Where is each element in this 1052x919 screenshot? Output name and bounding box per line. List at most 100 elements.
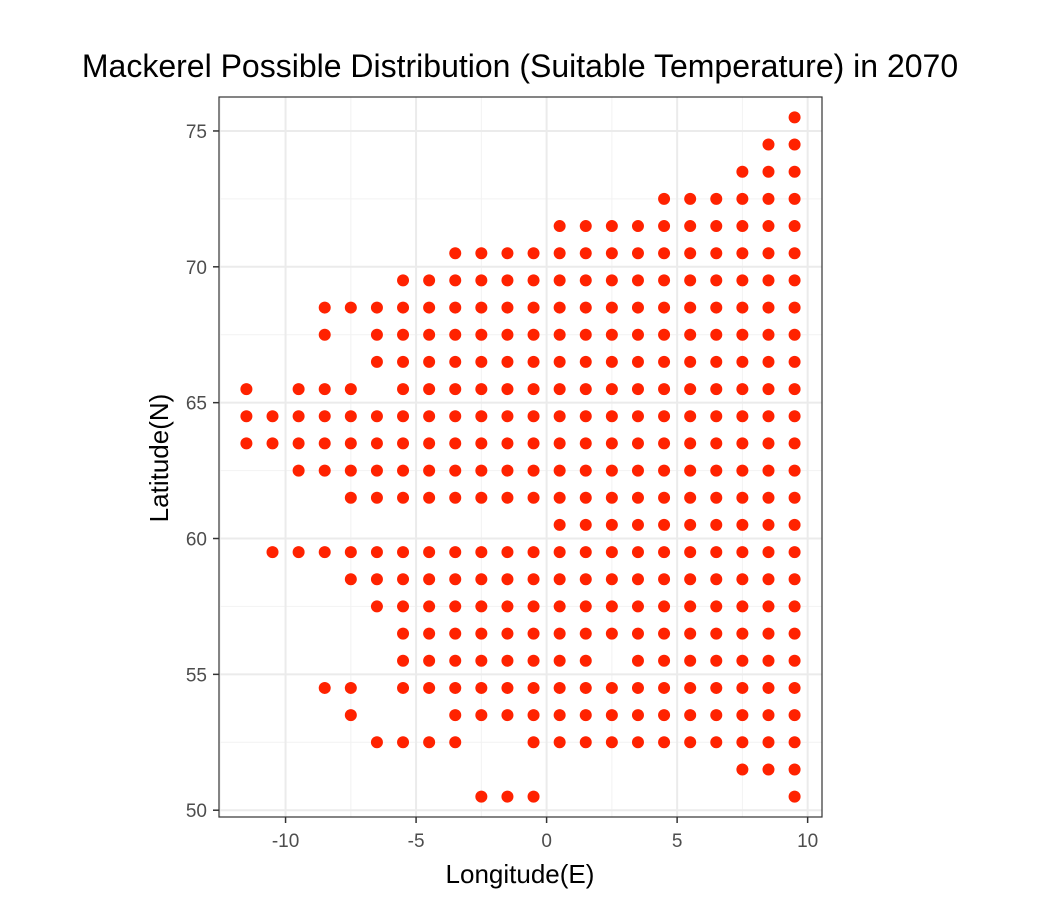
data-point <box>605 355 618 368</box>
data-point <box>527 410 540 423</box>
data-point <box>449 437 462 450</box>
data-point <box>605 274 618 287</box>
data-point <box>658 518 671 531</box>
data-point <box>553 681 566 694</box>
data-point <box>475 654 488 667</box>
data-point <box>449 709 462 722</box>
data-point <box>423 736 436 749</box>
data-point <box>762 274 775 287</box>
data-point <box>449 600 462 613</box>
data-point <box>423 355 436 368</box>
data-point <box>449 464 462 477</box>
data-point <box>553 437 566 450</box>
data-point <box>553 464 566 477</box>
data-point <box>423 301 436 314</box>
data-point <box>370 464 383 477</box>
data-point <box>579 274 592 287</box>
data-point <box>475 383 488 396</box>
data-point <box>553 709 566 722</box>
data-point <box>684 383 697 396</box>
data-point <box>710 709 723 722</box>
data-point <box>762 165 775 178</box>
data-point <box>318 410 331 423</box>
data-point <box>370 573 383 586</box>
data-point <box>684 627 697 640</box>
data-point <box>762 518 775 531</box>
data-point <box>579 437 592 450</box>
data-point <box>605 491 618 504</box>
data-point <box>449 410 462 423</box>
data-point <box>710 600 723 613</box>
data-point <box>527 247 540 260</box>
data-point <box>318 301 331 314</box>
data-point <box>684 573 697 586</box>
data-point <box>788 573 801 586</box>
data-point <box>736 383 749 396</box>
data-point <box>684 681 697 694</box>
data-point <box>501 600 514 613</box>
data-point <box>240 383 253 396</box>
data-point <box>370 301 383 314</box>
data-point <box>475 491 488 504</box>
data-point <box>736 573 749 586</box>
data-point <box>397 383 410 396</box>
data-point <box>736 301 749 314</box>
data-point <box>631 600 644 613</box>
data-point <box>318 464 331 477</box>
data-point <box>684 437 697 450</box>
axes: -10 -5 0 5 10 50 55 60 65 70 75 <box>186 96 823 852</box>
data-point <box>397 546 410 559</box>
data-point <box>710 573 723 586</box>
data-point <box>605 437 618 450</box>
data-point <box>553 274 566 287</box>
data-point <box>553 491 566 504</box>
data-point <box>788 790 801 803</box>
data-point <box>501 437 514 450</box>
data-point <box>397 301 410 314</box>
data-point <box>762 709 775 722</box>
data-point <box>423 274 436 287</box>
data-point <box>788 464 801 477</box>
data-point <box>762 573 775 586</box>
data-point <box>553 383 566 396</box>
data-point <box>762 328 775 341</box>
data-point <box>762 437 775 450</box>
data-point <box>605 600 618 613</box>
data-point <box>658 491 671 504</box>
data-point <box>449 654 462 667</box>
data-point <box>684 464 697 477</box>
data-point <box>605 410 618 423</box>
data-point <box>788 600 801 613</box>
data-point <box>344 546 357 559</box>
data-point <box>579 301 592 314</box>
data-point <box>527 736 540 749</box>
data-point <box>449 274 462 287</box>
data-point <box>762 355 775 368</box>
y-tick-label: 50 <box>186 801 207 822</box>
data-point <box>579 546 592 559</box>
data-point <box>684 546 697 559</box>
data-point <box>762 654 775 667</box>
data-point <box>527 627 540 640</box>
x-tick-label: 5 <box>672 831 683 852</box>
data-point <box>527 600 540 613</box>
data-point <box>527 464 540 477</box>
data-point <box>788 355 801 368</box>
data-point <box>449 247 462 260</box>
data-point <box>527 437 540 450</box>
data-point <box>710 654 723 667</box>
y-tick-label: 65 <box>186 394 207 415</box>
data-point <box>631 681 644 694</box>
data-point <box>658 681 671 694</box>
data-point <box>397 627 410 640</box>
data-point <box>423 627 436 640</box>
data-point <box>397 410 410 423</box>
data-point <box>736 437 749 450</box>
data-point <box>631 491 644 504</box>
data-point <box>788 437 801 450</box>
data-point <box>423 491 436 504</box>
data-point <box>318 681 331 694</box>
data-point <box>736 220 749 233</box>
y-axis-label: Latitude(N) <box>144 394 174 523</box>
data-point <box>788 165 801 178</box>
